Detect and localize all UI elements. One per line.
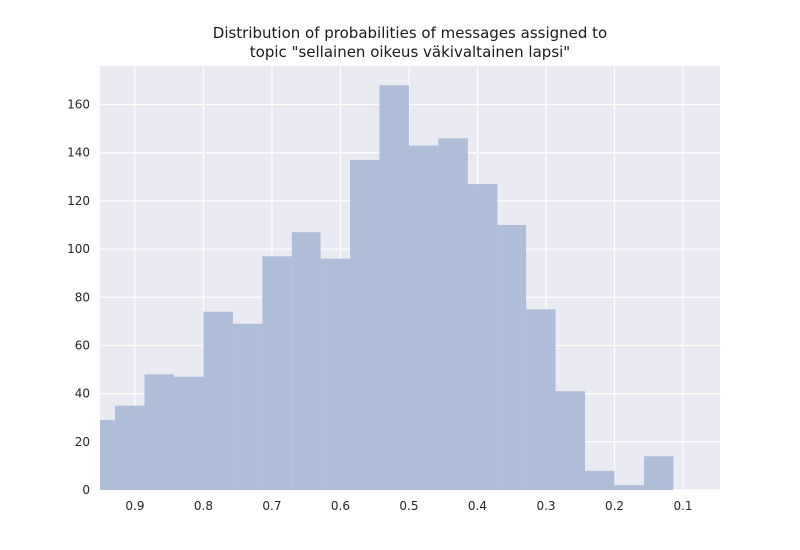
x-tick-label: 0.9	[125, 499, 144, 513]
x-tick-labels: 0.9 0.8 0.7 0.6 0.5 0.4 0.3 0.2 0.1	[125, 499, 692, 513]
histogram-bar	[173, 376, 204, 490]
x-tick-label: 0.3	[536, 499, 555, 513]
histogram-bar	[232, 323, 263, 490]
histogram-bar	[555, 391, 586, 490]
histogram-bar	[262, 256, 292, 490]
y-tick-label: 60	[75, 338, 90, 352]
y-tick-label: 100	[67, 242, 90, 256]
x-tick-label: 0.7	[262, 499, 281, 513]
y-tick-label: 20	[75, 435, 90, 449]
histogram-bar	[291, 232, 321, 490]
histogram-bar	[144, 374, 174, 490]
x-tick-label: 0.6	[331, 499, 350, 513]
y-tick-label: 80	[75, 290, 90, 304]
y-tick-label: 40	[75, 387, 90, 401]
histogram-bar	[203, 311, 233, 490]
histogram-bar	[100, 420, 116, 490]
y-tick-labels: 0 20 40 60 80 100 120 140 160	[67, 98, 90, 497]
histogram-bar	[526, 309, 556, 490]
chart-title-line-1: Distribution of probabilities of message…	[212, 24, 608, 42]
y-tick-label: 120	[67, 194, 90, 208]
x-tick-label: 0.8	[194, 499, 213, 513]
histogram-bar	[408, 145, 439, 490]
y-tick-label: 160	[67, 98, 90, 112]
histogram-bars	[100, 85, 674, 491]
histogram-bar	[585, 470, 615, 490]
histogram-bar	[115, 405, 145, 490]
x-tick-label: 0.4	[468, 499, 487, 513]
histogram-bar	[497, 225, 527, 490]
histogram-bar	[320, 258, 351, 490]
y-tick-label: 0	[82, 483, 90, 497]
x-tick-label: 0.1	[673, 499, 692, 513]
x-tick-label: 0.2	[605, 499, 624, 513]
histogram-bar	[438, 138, 468, 491]
histogram-bar	[467, 184, 498, 490]
y-tick-label: 140	[67, 146, 90, 160]
histogram-bar	[643, 456, 674, 490]
x-tick-label: 0.5	[399, 499, 418, 513]
histogram-bar	[350, 159, 380, 491]
histogram-bar	[614, 485, 644, 490]
histogram-bar	[379, 85, 409, 490]
chart-title: Distribution of probabilities of message…	[0, 24, 800, 62]
chart-title-line-2: topic "sellainen oikeus väkivaltainen la…	[249, 43, 571, 61]
